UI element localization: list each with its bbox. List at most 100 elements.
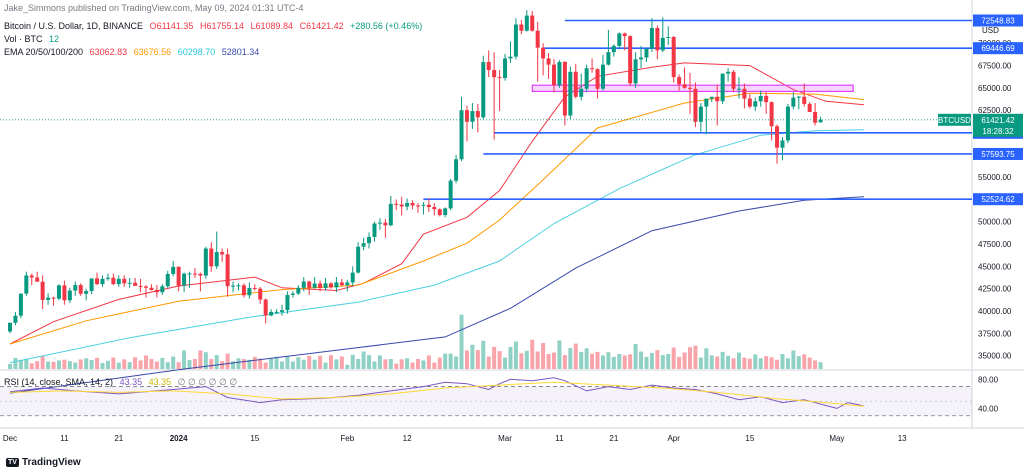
candle-body <box>144 286 148 288</box>
volume-bar <box>486 356 491 369</box>
candle-body <box>524 15 529 31</box>
ema-legend[interactable]: EMA 20/50/100/200 63062.83 63676.56 6029… <box>4 47 263 57</box>
volume-bar <box>225 353 230 369</box>
candle-body <box>399 204 404 207</box>
candle-body <box>350 272 355 283</box>
y-tick-label: 42500.00 <box>978 285 1012 294</box>
rsi-legend[interactable]: RSI (14, close, SMA, 14, 2) 43.35 43.35 … <box>4 377 241 388</box>
volume-bar <box>154 361 159 369</box>
rsi-extra-values: ∅ ∅ ∅ ∅ ∅ ∅ <box>177 377 238 387</box>
candle-body <box>236 285 241 287</box>
volume-bar <box>263 362 268 369</box>
candle-body <box>764 95 769 103</box>
rsi-tick-label: 80.00 <box>978 375 999 384</box>
volume-legend-value: 12 <box>49 34 60 44</box>
candle-body <box>437 209 442 216</box>
ohlc-high: H61755.14 <box>199 21 244 31</box>
candle-body <box>579 88 584 97</box>
volume-bar <box>95 357 100 369</box>
volume-bar <box>796 356 801 369</box>
volume-bar <box>622 355 627 369</box>
bar-countdown: 18:28:32 <box>982 127 1014 136</box>
x-tick-label: May <box>829 434 844 443</box>
volume-bar <box>394 363 399 369</box>
candle-body <box>470 111 475 122</box>
rsi-line <box>9 377 865 409</box>
volume-bar <box>133 357 138 369</box>
volume-bar <box>573 343 578 369</box>
volume-bar <box>405 358 410 369</box>
candle-body <box>133 282 138 286</box>
candle-body <box>405 202 410 207</box>
volume-bar <box>307 355 312 369</box>
volume-legend[interactable]: Vol · BTC 12 <box>4 34 63 44</box>
volume-bar <box>726 355 731 369</box>
volume-bar <box>497 351 502 369</box>
volume-bar <box>715 356 720 369</box>
volume-bar <box>372 361 377 369</box>
candle-body <box>388 203 393 226</box>
volume-bar <box>639 351 644 369</box>
volume-bar <box>111 357 116 369</box>
candle-body <box>513 24 518 57</box>
level-label-box <box>973 42 1023 55</box>
tradingview-logo[interactable]: TV TradingView <box>6 457 81 468</box>
volume-bar <box>192 359 197 369</box>
x-tick-label: 21 <box>609 434 618 443</box>
ohlc-open: O61141.35 <box>149 21 194 31</box>
volume-bar <box>590 353 595 369</box>
publisher-line: Jake_Simmons published on TradingView.co… <box>4 3 304 13</box>
volume-bar <box>356 359 361 369</box>
candle-body <box>780 140 785 148</box>
candle-body <box>18 293 23 316</box>
volume-bar <box>704 348 709 369</box>
level-label: 52524.62 <box>981 195 1015 204</box>
level-label: 57593.75 <box>981 150 1015 159</box>
volume-bar <box>813 360 818 369</box>
candle-body <box>791 97 796 107</box>
x-tick-label: 13 <box>898 434 907 443</box>
candle-body <box>122 278 127 284</box>
candle-body <box>252 287 257 289</box>
volume-bar <box>241 359 246 369</box>
candle-body <box>535 30 540 48</box>
candle-body <box>557 61 562 86</box>
resistance-zone <box>531 84 854 93</box>
candle-body <box>481 61 486 118</box>
rsi-ma-value: 43.35 <box>148 377 172 387</box>
candle-body <box>660 37 665 51</box>
rsi-ma-line <box>9 381 865 407</box>
candle-body <box>29 275 34 278</box>
candle-body <box>677 77 682 85</box>
volume-bar <box>105 360 110 369</box>
volume-bar <box>617 354 622 369</box>
ohlc-low: L61089.84 <box>250 21 294 31</box>
candle-body <box>116 278 121 285</box>
volume-bar <box>606 352 611 369</box>
volume-bar <box>443 353 448 369</box>
x-tick-label: 15 <box>250 434 259 443</box>
candle-body <box>742 88 747 99</box>
volume-bar <box>421 360 426 369</box>
candle-body <box>111 277 116 285</box>
candle-body <box>312 283 317 288</box>
candle-body <box>503 58 508 79</box>
volume-bar <box>628 354 633 369</box>
candle-body <box>497 77 502 79</box>
volume-bar <box>595 351 600 369</box>
volume-bar <box>649 352 654 369</box>
candle-body <box>247 287 252 296</box>
volume-bar <box>100 362 105 369</box>
volume-bar <box>492 346 497 369</box>
candle-body <box>328 283 333 288</box>
candle-body <box>475 111 480 118</box>
candle-body <box>410 202 415 206</box>
candle-body <box>40 281 45 300</box>
volume-bar <box>535 351 540 369</box>
volume-bar <box>62 359 67 369</box>
level-label-box <box>973 193 1023 206</box>
volume-bar <box>475 350 480 369</box>
volume-bar <box>13 357 18 369</box>
